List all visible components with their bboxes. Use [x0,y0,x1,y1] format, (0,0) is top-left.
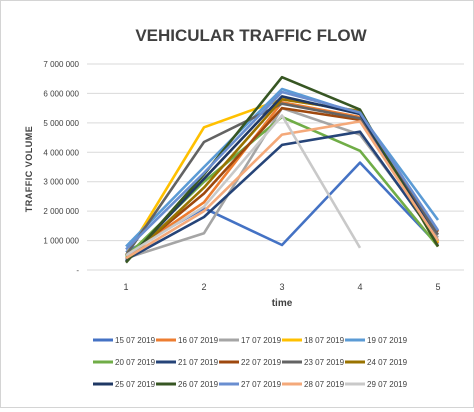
y-tick-label: - [76,266,79,275]
legend-label: 15 07 2019 [115,336,156,345]
x-tick-label: 5 [435,282,440,292]
series-line [125,120,440,260]
series-line [125,114,362,257]
y-tick-label: 3 000 000 [43,178,79,187]
x-tick-label: 3 [279,282,284,292]
series-line [125,106,440,260]
legend-item: 28 07 2019 [282,380,345,389]
legend-item: 25 07 2019 [93,380,156,389]
legend-item: 21 07 2019 [156,358,219,367]
legend-item: 16 07 2019 [156,336,219,345]
legend-label: 23 07 2019 [304,358,345,367]
x-tick-label: 4 [357,282,362,292]
x-tick-label: 2 [201,282,206,292]
legend-item: 24 07 2019 [345,358,408,367]
legend-item: 22 07 2019 [219,358,282,367]
legend-label: 18 07 2019 [304,336,345,345]
series-line [125,130,440,261]
legend-label: 26 07 2019 [178,380,219,389]
series-line [125,87,440,248]
legend-label: 19 07 2019 [367,336,408,345]
y-axis-label: TRAFFIC VOLUME [24,126,34,213]
y-tick-label: 1 000 000 [43,237,79,246]
series-line [125,90,440,251]
chart-title: VEHICULAR TRAFFIC FLOW [135,26,367,45]
y-tick-label: 2 000 000 [43,207,79,216]
legend-item: 17 07 2019 [219,336,282,345]
legend-label: 20 07 2019 [115,358,156,367]
legend-label: 29 07 2019 [367,380,408,389]
legend-label: 25 07 2019 [115,380,156,389]
series-lines [124,75,440,264]
legend-label: 21 07 2019 [178,358,219,367]
legend-item: 19 07 2019 [345,336,408,345]
legend-label: 28 07 2019 [304,380,345,389]
legend-item: 27 07 2019 [219,380,282,389]
legend-item: 20 07 2019 [93,358,156,367]
series-line [125,75,440,264]
legend-item: 15 07 2019 [93,336,156,345]
y-axis-ticks: - 1 000 000 2 000 000 3 000 000 4 000 000 5 0… [43,60,79,275]
legend-label: 17 07 2019 [241,336,282,345]
legend: 15 07 2019 16 07 2019 17 07 2019 18 07 2019… [93,336,408,389]
y-tick-label: 6 000 000 [43,89,79,98]
y-tick-label: 7 000 000 [43,60,79,69]
legend-label: 16 07 2019 [178,336,219,345]
legend-item: 29 07 2019 [345,380,408,389]
y-tick-label: 4 000 000 [43,148,79,157]
legend-item: 18 07 2019 [282,336,345,345]
x-axis-label: time [272,298,293,309]
legend-label: 27 07 2019 [241,380,282,389]
x-tick-label: 1 [123,282,128,292]
legend-label: 22 07 2019 [241,358,282,367]
y-tick-label: 5 000 000 [43,119,79,128]
legend-label: 24 07 2019 [367,358,408,367]
x-axis-ticks: 1 2 3 4 5 [123,282,440,292]
legend-item: 23 07 2019 [282,358,345,367]
legend-item: 26 07 2019 [156,380,219,389]
series-line [125,106,440,260]
